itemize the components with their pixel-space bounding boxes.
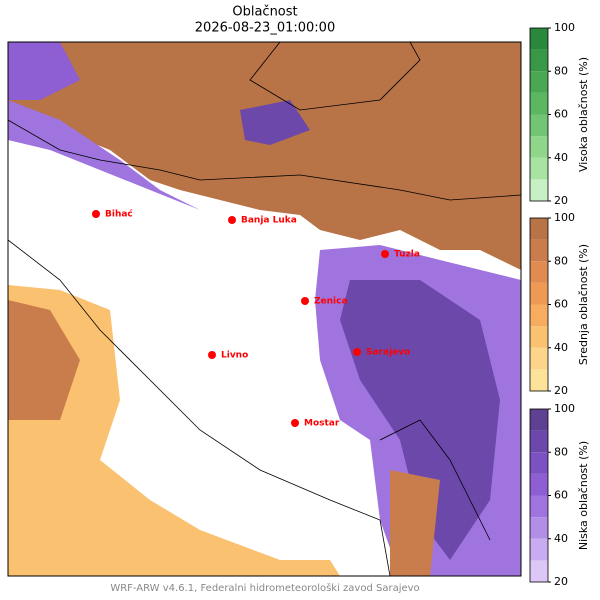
colorbar-label: Srednja oblačnost (%) bbox=[577, 244, 590, 365]
subtitle: 2026-08-23_01:00:00 bbox=[195, 21, 335, 36]
city-label: Sarajevo bbox=[366, 348, 410, 358]
colorbar-tick-label: 80 bbox=[554, 254, 568, 267]
city-marker bbox=[228, 216, 236, 224]
colorbar-band bbox=[530, 157, 548, 180]
colorbar-band bbox=[530, 92, 548, 115]
colorbar-tick-label: 80 bbox=[554, 64, 568, 77]
city-marker bbox=[381, 250, 389, 258]
colorbar-band bbox=[530, 430, 548, 453]
colorbar-band bbox=[530, 409, 548, 431]
title: Oblačnost bbox=[232, 5, 297, 20]
colorbar-band bbox=[530, 495, 548, 518]
city-marker bbox=[353, 348, 361, 356]
colorbar-band bbox=[530, 71, 548, 93]
colorbar-band bbox=[530, 538, 548, 561]
colorbar-band bbox=[530, 28, 548, 50]
city-marker bbox=[291, 419, 299, 427]
colorbar-tick-label: 20 bbox=[554, 384, 568, 397]
footer: WRF-ARW v4.6.1, Federalni hidrometeorolo… bbox=[110, 582, 419, 594]
colorbar-band bbox=[530, 179, 548, 201]
colorbar-band bbox=[530, 452, 548, 474]
colorbar-band bbox=[530, 218, 548, 240]
colorbar-band bbox=[530, 114, 548, 137]
city-label: Zenica bbox=[314, 297, 348, 307]
colorbar-tick-label: 40 bbox=[554, 151, 568, 164]
colorbar-tick-label: 60 bbox=[554, 489, 568, 502]
colorbar-band bbox=[530, 369, 548, 391]
colorbar-band bbox=[530, 49, 548, 72]
colorbar-band bbox=[530, 473, 548, 496]
colorbar-band bbox=[530, 560, 548, 582]
colorbar-tick-label: 20 bbox=[554, 194, 568, 207]
colorbar-band bbox=[530, 326, 548, 348]
colorbar-band bbox=[530, 517, 548, 539]
colorbar-band bbox=[530, 347, 548, 370]
city-label: Livno bbox=[221, 351, 248, 361]
colorbar-band bbox=[530, 261, 548, 283]
city-label: Banja Luka bbox=[241, 216, 297, 226]
city-label: Bihać bbox=[105, 209, 133, 220]
colorbar-tick-label: 40 bbox=[554, 341, 568, 354]
city-marker bbox=[208, 351, 216, 359]
city-label: Tuzla bbox=[394, 250, 420, 260]
colorbar-band bbox=[530, 239, 548, 262]
colorbar-tick-label: 100 bbox=[554, 211, 575, 224]
colorbar-tick-label: 100 bbox=[554, 21, 575, 34]
colorbar-label: Visoka oblačnost (%) bbox=[577, 57, 590, 172]
colorbar-tick-label: 100 bbox=[554, 402, 575, 415]
city-label: Mostar bbox=[304, 419, 340, 429]
city-marker bbox=[92, 210, 100, 218]
colorbar-label: Niska oblačnost (%) bbox=[577, 441, 590, 550]
colorbar-tick-label: 20 bbox=[554, 575, 568, 588]
city-marker bbox=[301, 297, 309, 305]
colorbar-band bbox=[530, 304, 548, 327]
colorbar-band bbox=[530, 282, 548, 305]
colorbar-band bbox=[530, 136, 548, 158]
colorbar-tick-label: 80 bbox=[554, 445, 568, 458]
colorbar-tick-label: 40 bbox=[554, 532, 568, 545]
map bbox=[7, 41, 522, 577]
colorbar-tick-label: 60 bbox=[554, 298, 568, 311]
colorbar-tick-label: 60 bbox=[554, 108, 568, 121]
